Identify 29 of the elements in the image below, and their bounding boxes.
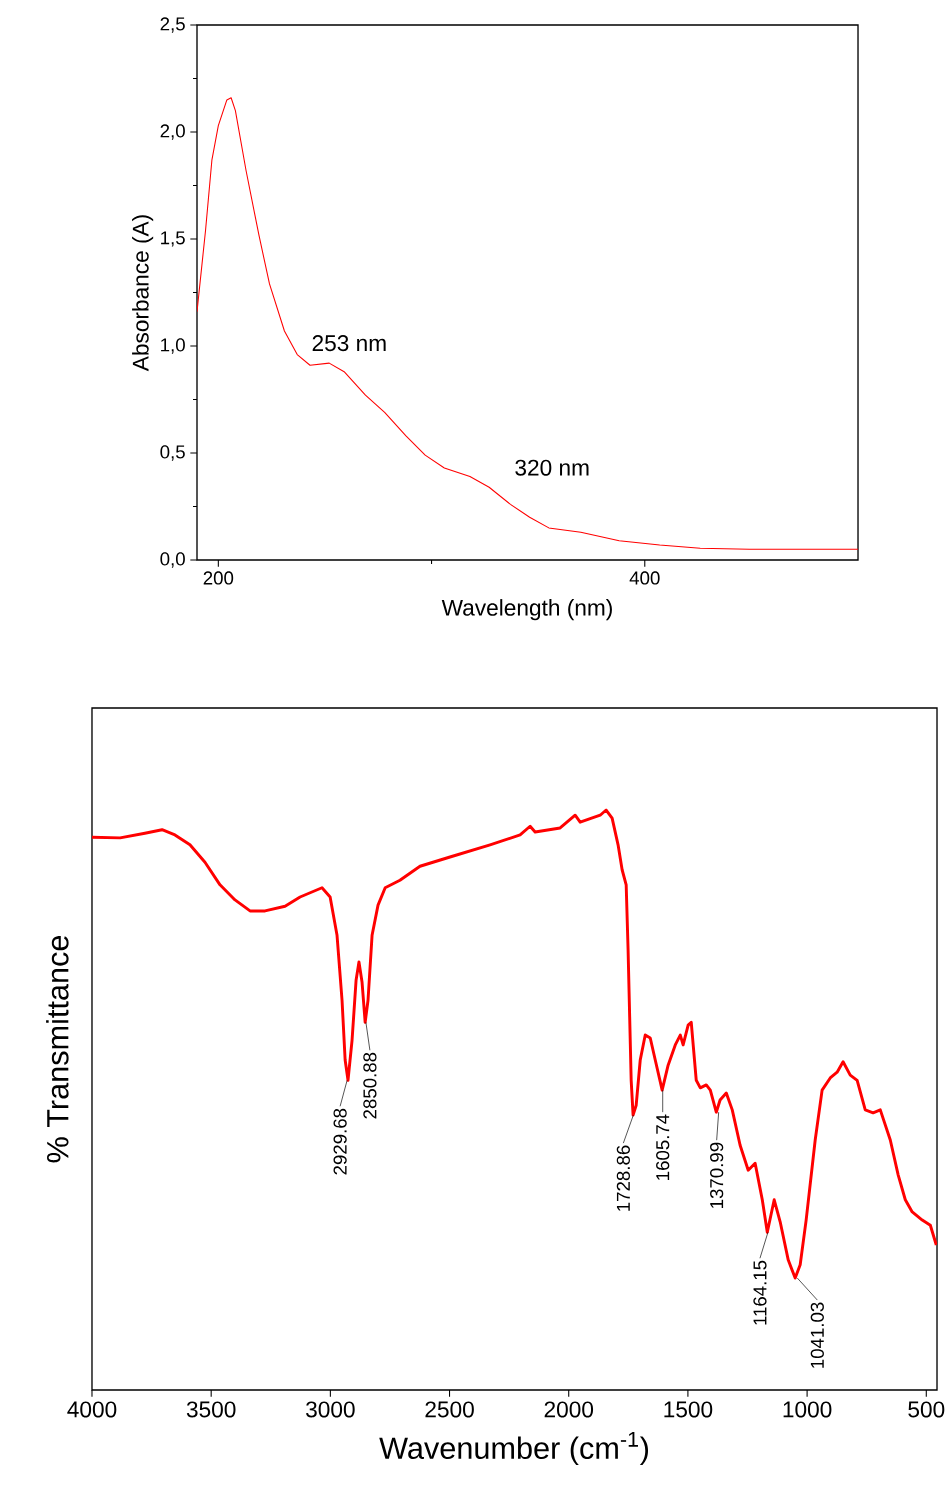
annotation: 1728.86 <box>616 1145 630 1211</box>
x-tick-label: 2000 <box>544 1401 594 1418</box>
x-tick-label: 200 <box>203 571 234 585</box>
y-axis-title: % Transmittance <box>46 935 69 1163</box>
x-axis-title: Wavenumber (cm$^{-1}$) <box>379 1431 649 1466</box>
annotation: 1370.99 <box>710 1142 724 1208</box>
annotation: 2850.88 <box>363 1052 377 1119</box>
y-tick-label: 1,0 <box>161 338 185 354</box>
y-axis-title: Absorbance (A) <box>132 215 154 372</box>
x-axis-title: Wavelength (nm) <box>441 599 612 621</box>
x-tick-label: 1500 <box>664 1401 713 1418</box>
x-tick-label: 3000 <box>306 1401 355 1418</box>
x-tick-label: 2500 <box>425 1401 474 1418</box>
annotation: 1164.15 <box>753 1260 767 1325</box>
x-tick-label: 400 <box>629 571 660 585</box>
y-tick-label: 0,0 <box>160 552 185 568</box>
y-tick-label: 2,0 <box>160 124 185 140</box>
x-tick-label: 3500 <box>186 1401 236 1418</box>
x-tick-label: 4000 <box>67 1401 117 1418</box>
x-tick-label: 1000 <box>783 1401 832 1418</box>
annotation: 253 nm <box>312 335 386 352</box>
y-tick-label: 2,5 <box>160 17 185 33</box>
annotation: 320 nm <box>515 459 589 476</box>
annotation: 1605.74 <box>656 1114 670 1180</box>
annotation: 1041.03 <box>810 1302 824 1368</box>
y-tick-label: 1,5 <box>161 231 185 247</box>
annotation: 2929.68 <box>333 1108 347 1175</box>
y-tick-label: 0,5 <box>160 445 185 461</box>
x-tick-label: 500 <box>908 1401 945 1418</box>
